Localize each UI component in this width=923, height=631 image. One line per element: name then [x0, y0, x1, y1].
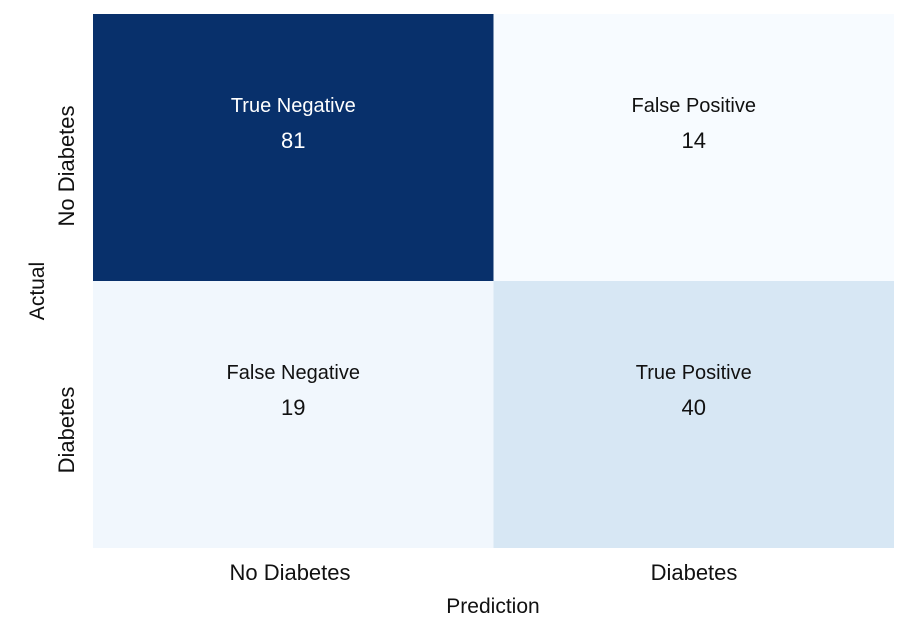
cell-label-r0-c1: False Positive	[632, 95, 757, 117]
x-axis-label: Prediction	[446, 595, 539, 618]
y-tick-label-no-diabetes: No Diabetes	[54, 105, 79, 226]
cell-label-r0-c0: True Negative	[231, 95, 356, 117]
cell-value-r1-c1: 40	[682, 395, 706, 420]
x-tick-label-no-diabetes: No Diabetes	[229, 560, 350, 585]
heatmap-cells: True Negative 81 False Positive 14 False Neg…	[93, 14, 894, 548]
y-axis-label: Actual	[26, 262, 49, 320]
heatmap-cell-r0-c0	[93, 14, 494, 281]
heatmap-cell-r1-c0	[93, 281, 494, 548]
cell-label-r1-c1: True Positive	[636, 362, 752, 384]
cell-label-r1-c0: False Negative	[227, 362, 360, 384]
cell-value-r0-c1: 14	[682, 128, 706, 153]
cell-value-r1-c0: 19	[281, 395, 305, 420]
heatmap-cell-r0-c1	[493, 14, 894, 281]
heatmap-cell-r1-c1	[493, 281, 894, 548]
y-tick-label-diabetes: Diabetes	[54, 387, 79, 474]
x-tick-label-diabetes: Diabetes	[651, 560, 738, 585]
cell-value-r0-c0: 81	[281, 128, 305, 153]
